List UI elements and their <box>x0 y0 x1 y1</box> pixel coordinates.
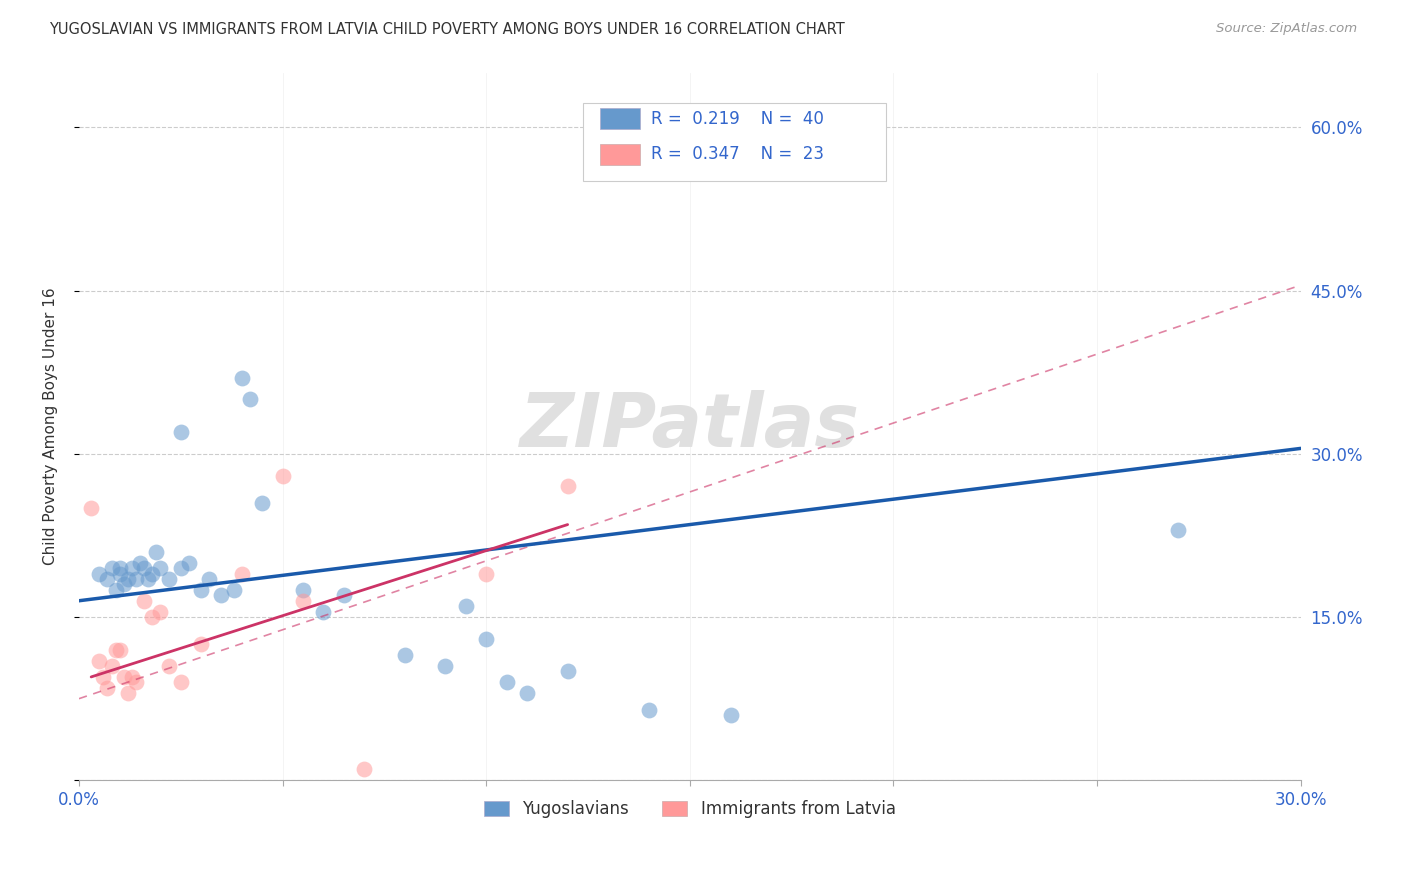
Point <box>104 582 127 597</box>
Point <box>291 593 314 607</box>
Point <box>211 588 233 602</box>
Point <box>129 556 152 570</box>
Point <box>132 593 155 607</box>
Point <box>125 675 148 690</box>
Point <box>108 566 131 581</box>
Point <box>720 708 742 723</box>
Point <box>475 566 498 581</box>
Point <box>557 665 579 679</box>
Point <box>141 610 163 624</box>
Point <box>157 659 180 673</box>
Point <box>93 670 115 684</box>
Point <box>177 556 200 570</box>
Point <box>112 670 135 684</box>
Point <box>170 561 193 575</box>
Point <box>394 648 416 662</box>
Point <box>112 577 135 591</box>
Point <box>353 763 375 777</box>
Point <box>239 392 262 407</box>
Text: Source: ZipAtlas.com: Source: ZipAtlas.com <box>1216 22 1357 36</box>
Point <box>250 496 273 510</box>
Point <box>89 654 111 668</box>
Point <box>149 561 172 575</box>
Point <box>121 670 143 684</box>
Point <box>145 545 167 559</box>
Text: R =  0.219    N =  40: R = 0.219 N = 40 <box>651 110 824 128</box>
Point <box>89 566 111 581</box>
Point <box>231 370 253 384</box>
Point <box>104 642 127 657</box>
Point <box>454 599 477 614</box>
Point <box>100 659 122 673</box>
Point <box>170 425 193 439</box>
Point <box>434 659 457 673</box>
Legend: Yugoslavians, Immigrants from Latvia: Yugoslavians, Immigrants from Latvia <box>477 794 903 825</box>
Point <box>108 561 131 575</box>
Point <box>108 642 131 657</box>
Text: YUGOSLAVIAN VS IMMIGRANTS FROM LATVIA CHILD POVERTY AMONG BOYS UNDER 16 CORRELAT: YUGOSLAVIAN VS IMMIGRANTS FROM LATVIA CH… <box>49 22 845 37</box>
Point <box>638 702 661 716</box>
Point <box>117 572 139 586</box>
Point <box>125 572 148 586</box>
Point <box>96 681 118 695</box>
Text: R =  0.347    N =  23: R = 0.347 N = 23 <box>651 145 824 163</box>
Y-axis label: Child Poverty Among Boys Under 16: Child Poverty Among Boys Under 16 <box>44 288 58 566</box>
Point <box>100 561 122 575</box>
Point <box>231 566 253 581</box>
Point <box>136 572 159 586</box>
Point <box>190 582 212 597</box>
Point <box>222 582 245 597</box>
Point <box>170 675 193 690</box>
Point <box>271 468 294 483</box>
Point <box>198 572 221 586</box>
Point <box>312 605 335 619</box>
Point <box>557 479 579 493</box>
Point <box>149 605 172 619</box>
Point <box>96 572 118 586</box>
Point <box>190 637 212 651</box>
Text: ZIPatlas: ZIPatlas <box>520 390 860 463</box>
Point <box>291 582 314 597</box>
Point <box>157 572 180 586</box>
Point <box>1167 523 1189 537</box>
Point <box>332 588 354 602</box>
Point <box>117 686 139 700</box>
Point <box>475 632 498 646</box>
Point <box>80 501 103 516</box>
Point <box>141 566 163 581</box>
Point <box>495 675 517 690</box>
Point <box>516 686 538 700</box>
Point <box>121 561 143 575</box>
Point <box>132 561 155 575</box>
